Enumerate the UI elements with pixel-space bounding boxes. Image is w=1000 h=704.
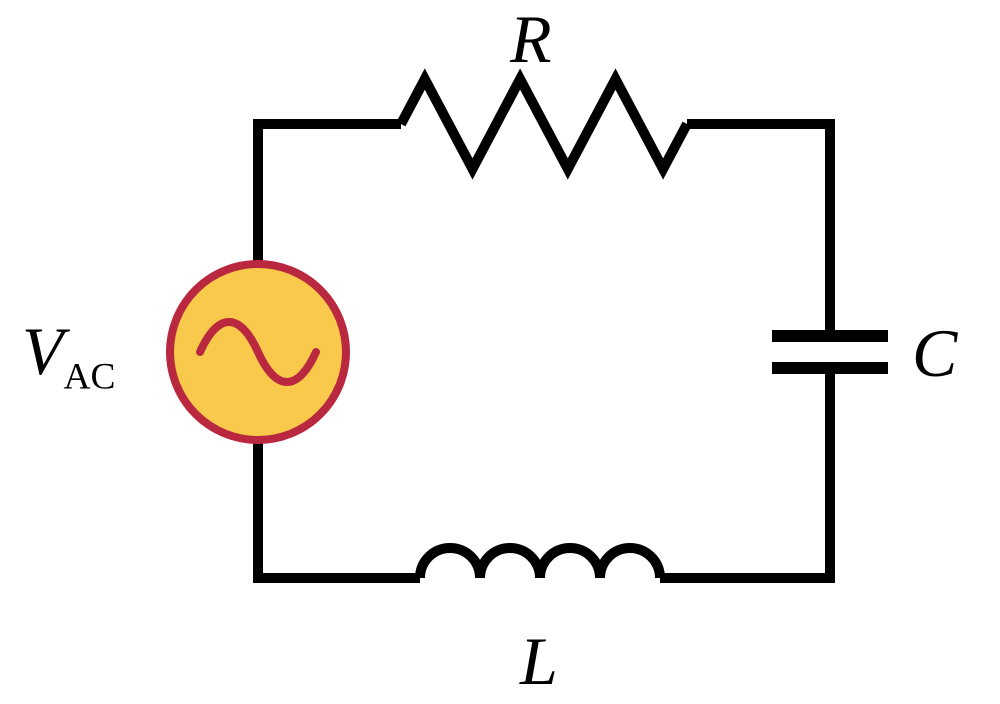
label-L: L [520,622,558,701]
wire-top-right [687,124,830,336]
circuit-diagram: VAC R C L [0,0,1000,704]
wire-bottom-left [258,440,420,578]
wire-top-left [258,124,401,264]
inductor-symbol [420,548,660,578]
label-R: R [510,0,552,79]
circuit-svg [0,0,1000,704]
label-vac-main: V [22,313,64,389]
resistor-symbol [401,79,687,169]
label-C: C [912,314,957,393]
label-vac: VAC [22,312,116,399]
wire-bottom-right [660,368,830,578]
label-vac-sub: AC [64,357,116,398]
